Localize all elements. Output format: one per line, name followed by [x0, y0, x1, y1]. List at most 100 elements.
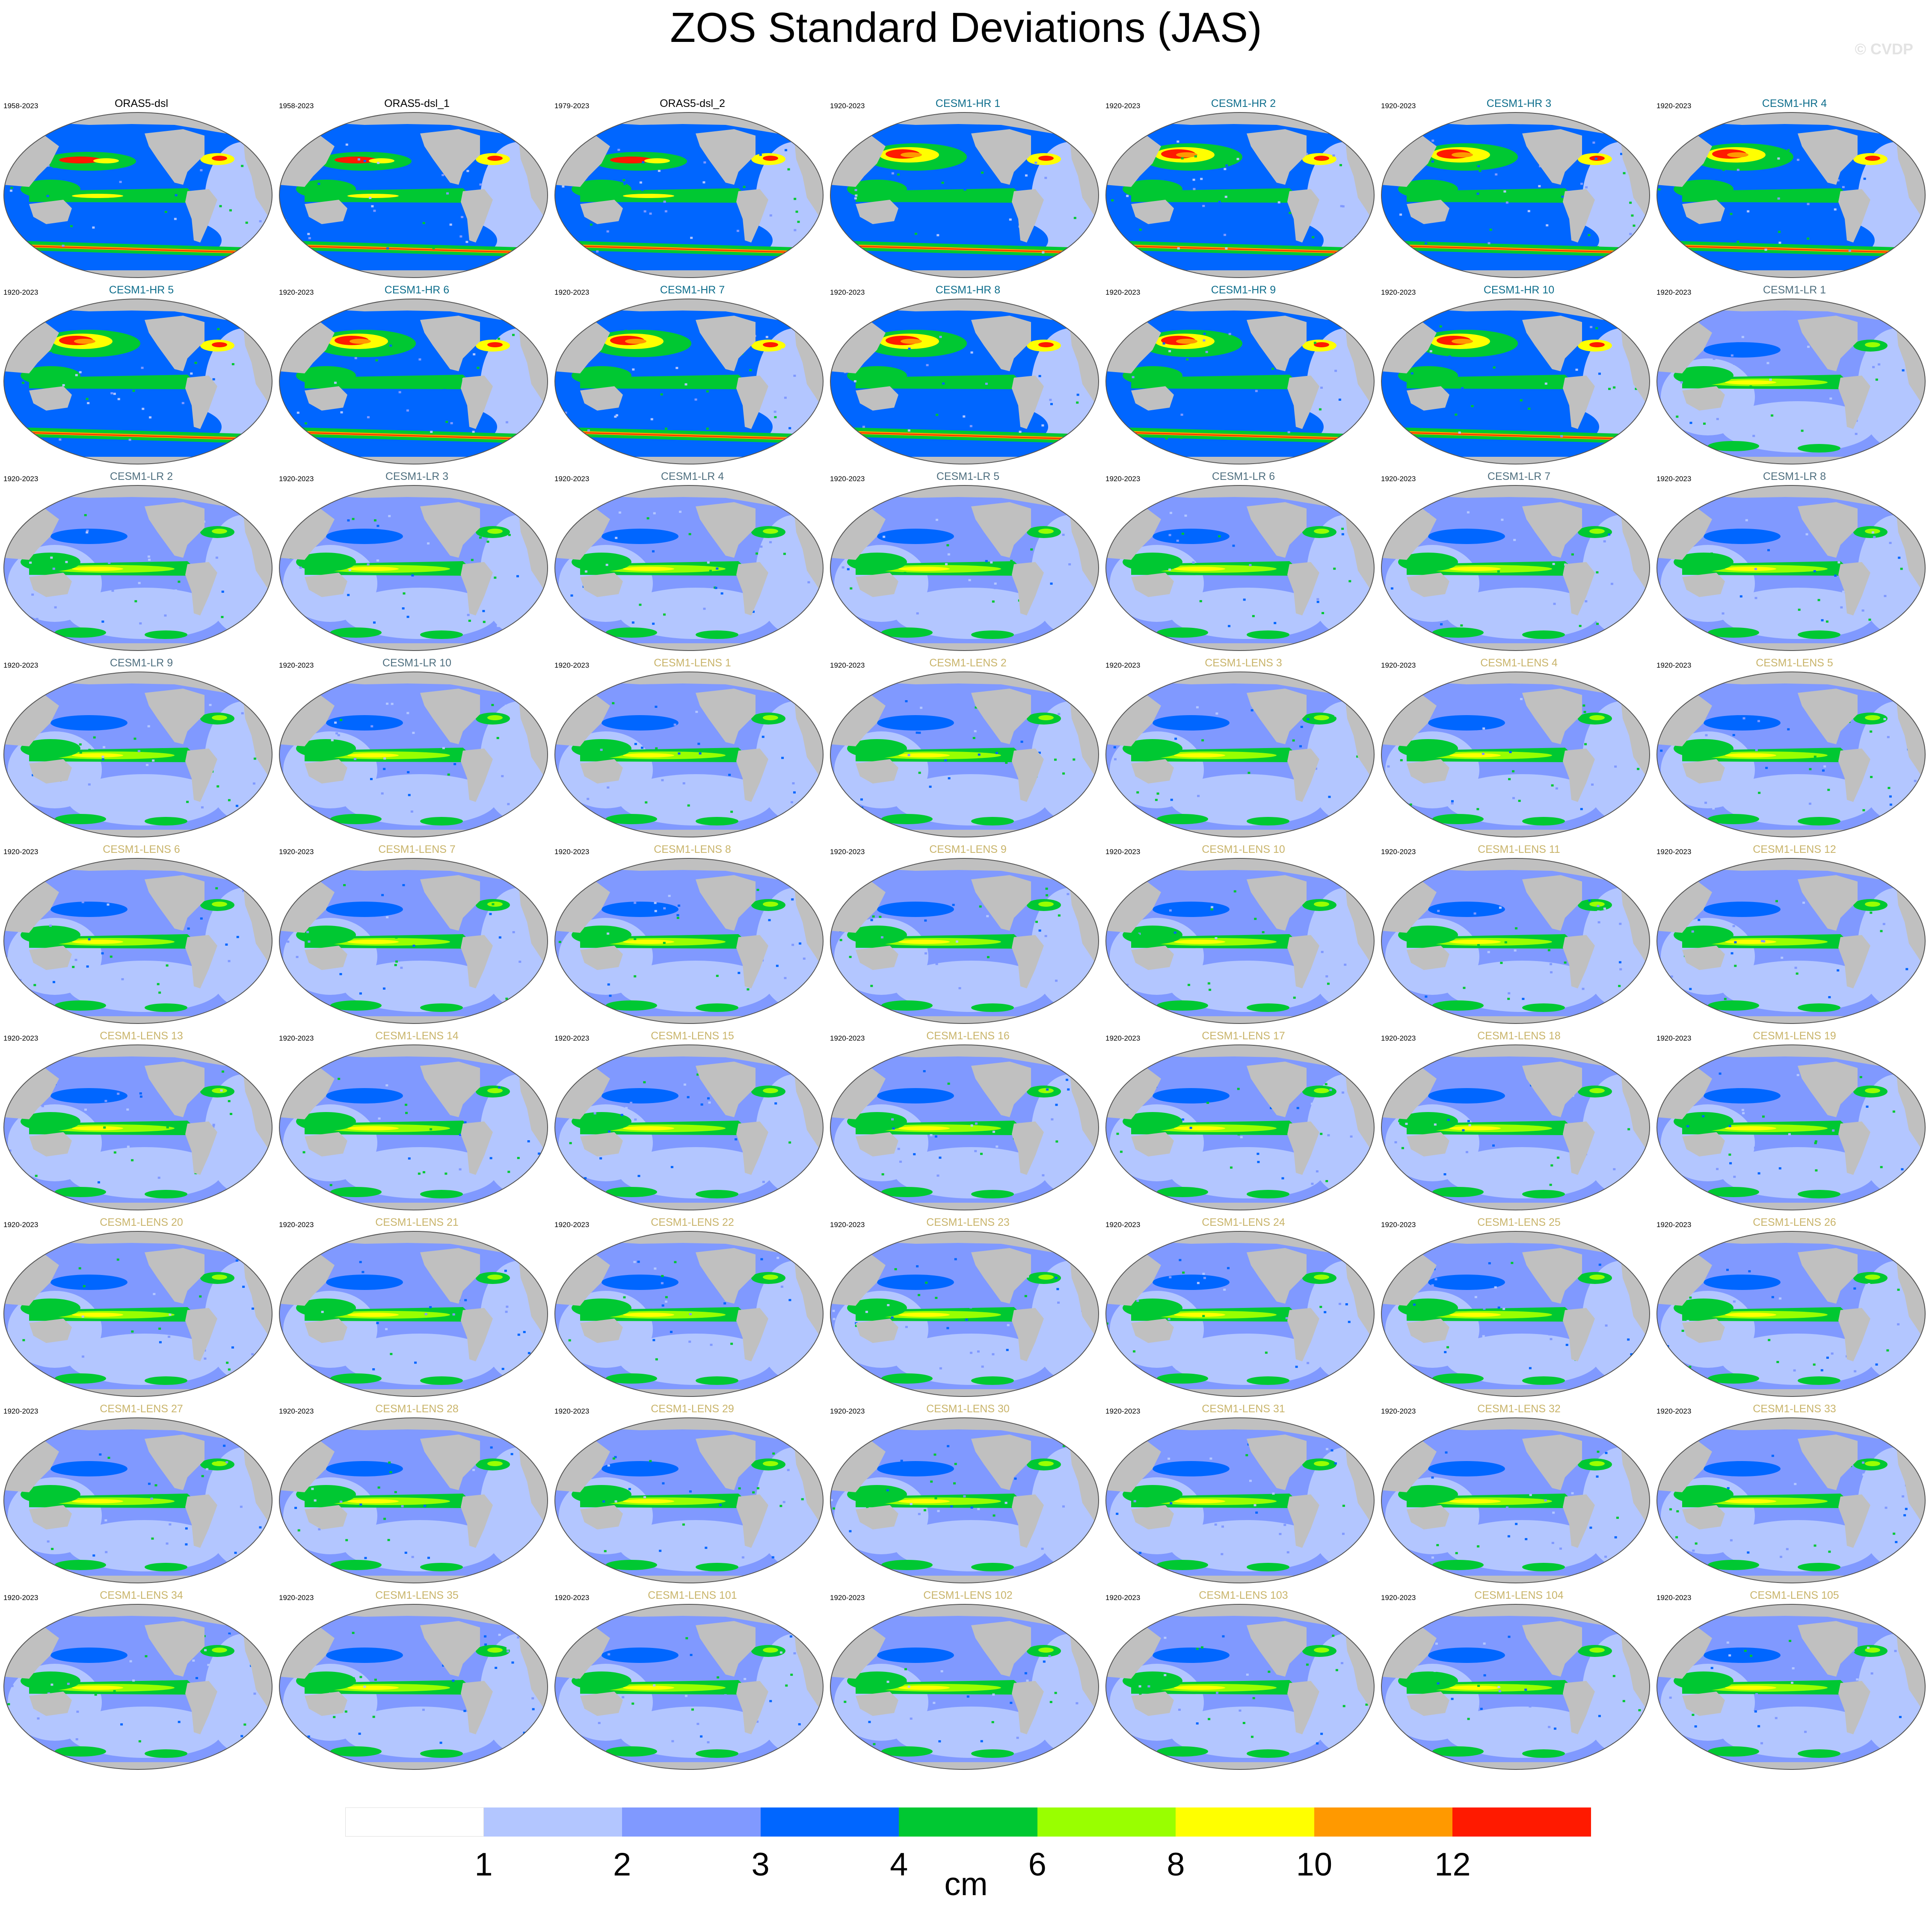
grid-cell	[1055, 1140, 1058, 1143]
grid-cell	[29, 561, 32, 564]
panel-period: 1920-2023	[3, 475, 39, 483]
grid-cell	[1358, 248, 1361, 251]
map-border	[1381, 858, 1650, 1024]
gulf-stream-core	[763, 902, 778, 907]
grid-cell	[1726, 1269, 1729, 1271]
antarctica-landmass	[1657, 1576, 1925, 1583]
grid-cell	[168, 1335, 171, 1338]
south-pacific-field	[619, 1334, 773, 1385]
grid-cell	[1420, 1122, 1423, 1125]
grid-cell	[823, 1538, 826, 1540]
grid-cell	[947, 1083, 950, 1085]
world-map	[1105, 1044, 1375, 1210]
north-america-landmass	[1247, 1062, 1307, 1117]
grid-cell	[1049, 1526, 1052, 1528]
grid-cell	[1914, 982, 1917, 985]
grid-cell	[657, 1465, 660, 1468]
grid-cell	[1793, 1322, 1796, 1325]
panel-period: 1920-2023	[279, 475, 314, 483]
west-pacific-band	[1674, 553, 1733, 571]
grid-cell	[1832, 1129, 1835, 1132]
grid-cell	[910, 1720, 913, 1722]
grid-cell	[913, 1153, 916, 1156]
grid-cell	[1319, 1306, 1322, 1308]
grid-cell	[579, 417, 582, 420]
south-america-landmass	[1563, 1681, 1595, 1734]
grid-cell	[479, 536, 482, 539]
australia-landmass	[580, 759, 623, 784]
grid-cell	[1213, 225, 1216, 227]
grid-cell	[720, 592, 723, 595]
grid-cell	[1515, 927, 1518, 929]
south-pacific-field	[619, 774, 773, 825]
grid-cell	[1908, 1448, 1911, 1450]
grid-cell	[1612, 1675, 1615, 1677]
grid-cell	[658, 170, 661, 172]
world-map	[830, 1417, 1099, 1583]
australia-landmass	[1131, 1692, 1174, 1716]
grid-cell	[1399, 213, 1402, 216]
grid-cell	[1712, 807, 1715, 810]
grid-cell	[679, 1262, 682, 1265]
grid-cell	[498, 1633, 501, 1636]
map-panel: CESM1-LENS 12 1920-2023	[1656, 843, 1932, 1031]
grid-cell	[987, 956, 990, 958]
grid-cell	[759, 154, 762, 156]
grid-cell	[1610, 1150, 1613, 1153]
grid-cell	[1342, 1091, 1345, 1094]
grid-cell	[942, 968, 945, 971]
gulf-stream-core	[487, 1088, 503, 1093]
south-pacific-field	[343, 774, 497, 825]
grid-cell	[214, 1459, 217, 1462]
gulf-stream-core	[212, 715, 227, 720]
grid-cell	[1274, 622, 1277, 624]
grid-cell	[710, 1343, 713, 1346]
grid-cell	[1732, 734, 1735, 737]
grid-cell	[1055, 1103, 1058, 1106]
grid-cell	[1547, 1115, 1550, 1117]
grid-cell	[1813, 1363, 1816, 1366]
grid-cell	[1342, 1532, 1345, 1535]
grid-cell	[154, 1484, 157, 1487]
acc-peak	[1657, 245, 1925, 254]
south-pacific-field	[343, 1334, 497, 1385]
grid-cell	[1396, 1149, 1399, 1152]
panel-title: CESM1-LENS 26	[1753, 1216, 1836, 1228]
grid-cell	[253, 757, 256, 760]
grid-cell	[1482, 1335, 1485, 1337]
world-map	[279, 1231, 548, 1397]
grid-cell	[992, 1130, 995, 1133]
grid-cell	[794, 198, 797, 200]
antarctica-landmass	[555, 1016, 823, 1023]
colorbar-box	[483, 1807, 622, 1837]
grid-cell	[1676, 415, 1679, 418]
south-pacific-field	[1170, 588, 1324, 639]
grid-cell	[1610, 1333, 1613, 1336]
grid-cell	[791, 898, 794, 901]
map-border	[3, 858, 273, 1024]
grid-cell	[935, 1297, 938, 1299]
colorbar-tick-label: 4	[890, 1846, 908, 1883]
grid-cell	[1777, 197, 1780, 200]
acc-patch	[1603, 1000, 1638, 1009]
grid-cell	[459, 1133, 462, 1136]
grid-cell	[206, 1468, 209, 1470]
grid-cell	[340, 411, 343, 414]
antarctica-landmass	[4, 1016, 272, 1023]
grid-cell	[306, 931, 309, 933]
grid-cell	[970, 1506, 973, 1509]
world-map	[830, 671, 1099, 837]
acc-patch	[330, 814, 382, 824]
acc-patch	[1879, 1559, 1913, 1568]
panel-title: CESM1-LENS 22	[651, 1216, 734, 1228]
map-panel: CESM1-LENS 13 1920-2023	[3, 1030, 279, 1218]
grid-cell	[117, 1092, 120, 1095]
gulf-stream-core	[1589, 1648, 1605, 1653]
grid-cell	[1823, 765, 1826, 768]
equatorial-max	[1725, 940, 1776, 944]
world-map	[279, 112, 548, 278]
grid-cell	[1457, 540, 1460, 543]
grid-cell	[934, 1135, 937, 1138]
grid-cell	[1520, 698, 1523, 700]
grid-cell	[1880, 569, 1883, 572]
